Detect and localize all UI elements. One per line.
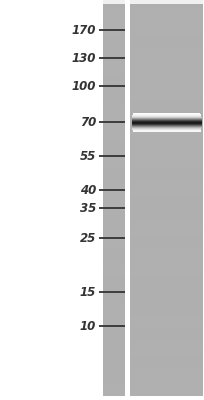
Bar bbox=[103, 222, 125, 236]
Bar bbox=[130, 61, 203, 75]
Bar bbox=[130, 355, 203, 369]
Bar bbox=[103, 21, 125, 35]
Bar bbox=[103, 328, 125, 342]
Bar bbox=[103, 208, 125, 222]
Bar bbox=[130, 74, 203, 88]
Bar bbox=[130, 34, 203, 48]
Bar bbox=[103, 248, 125, 262]
Bar bbox=[103, 315, 125, 329]
Bar bbox=[103, 168, 125, 182]
Bar bbox=[103, 114, 125, 128]
Text: 15: 15 bbox=[80, 286, 96, 298]
Bar bbox=[103, 74, 125, 88]
Bar bbox=[103, 355, 125, 369]
Text: 70: 70 bbox=[80, 116, 96, 128]
Bar bbox=[130, 4, 203, 396]
Text: 130: 130 bbox=[72, 52, 96, 64]
Bar bbox=[103, 275, 125, 289]
Bar bbox=[103, 342, 125, 356]
Bar bbox=[130, 382, 203, 396]
Bar bbox=[130, 369, 203, 383]
Bar bbox=[130, 262, 203, 276]
Text: 25: 25 bbox=[80, 232, 96, 244]
Text: 35: 35 bbox=[80, 202, 96, 214]
Bar bbox=[130, 275, 203, 289]
Bar bbox=[103, 181, 125, 195]
Bar bbox=[130, 302, 203, 316]
Bar bbox=[130, 328, 203, 342]
Bar bbox=[125, 4, 130, 396]
Bar bbox=[103, 34, 125, 48]
Bar bbox=[130, 181, 203, 195]
Bar bbox=[103, 369, 125, 383]
Bar bbox=[103, 61, 125, 75]
Bar bbox=[130, 7, 203, 21]
Text: 40: 40 bbox=[80, 184, 96, 196]
Bar bbox=[103, 302, 125, 316]
Bar bbox=[103, 101, 125, 115]
Bar bbox=[103, 288, 125, 302]
Bar bbox=[130, 315, 203, 329]
Bar bbox=[103, 195, 125, 209]
Bar bbox=[130, 168, 203, 182]
Bar bbox=[103, 4, 125, 396]
Bar bbox=[130, 141, 203, 155]
Bar bbox=[103, 88, 125, 102]
Bar bbox=[130, 222, 203, 236]
Bar bbox=[103, 382, 125, 396]
Text: 100: 100 bbox=[72, 80, 96, 92]
Bar bbox=[130, 114, 203, 128]
Bar bbox=[130, 235, 203, 249]
Bar bbox=[103, 48, 125, 62]
Bar bbox=[130, 248, 203, 262]
Bar bbox=[130, 48, 203, 62]
Bar bbox=[130, 288, 203, 302]
Bar bbox=[130, 0, 203, 8]
Bar bbox=[130, 195, 203, 209]
Bar bbox=[130, 101, 203, 115]
Bar bbox=[103, 141, 125, 155]
Bar bbox=[130, 21, 203, 35]
Bar bbox=[130, 154, 203, 168]
Bar bbox=[103, 262, 125, 276]
Bar bbox=[103, 154, 125, 168]
Text: 170: 170 bbox=[72, 24, 96, 36]
Bar bbox=[103, 128, 125, 142]
Bar bbox=[103, 0, 125, 8]
Bar bbox=[130, 88, 203, 102]
Bar bbox=[130, 128, 203, 142]
Text: 10: 10 bbox=[80, 320, 96, 332]
Bar bbox=[103, 235, 125, 249]
Text: 55: 55 bbox=[80, 150, 96, 162]
Bar bbox=[103, 7, 125, 21]
Bar bbox=[130, 208, 203, 222]
Bar bbox=[130, 342, 203, 356]
